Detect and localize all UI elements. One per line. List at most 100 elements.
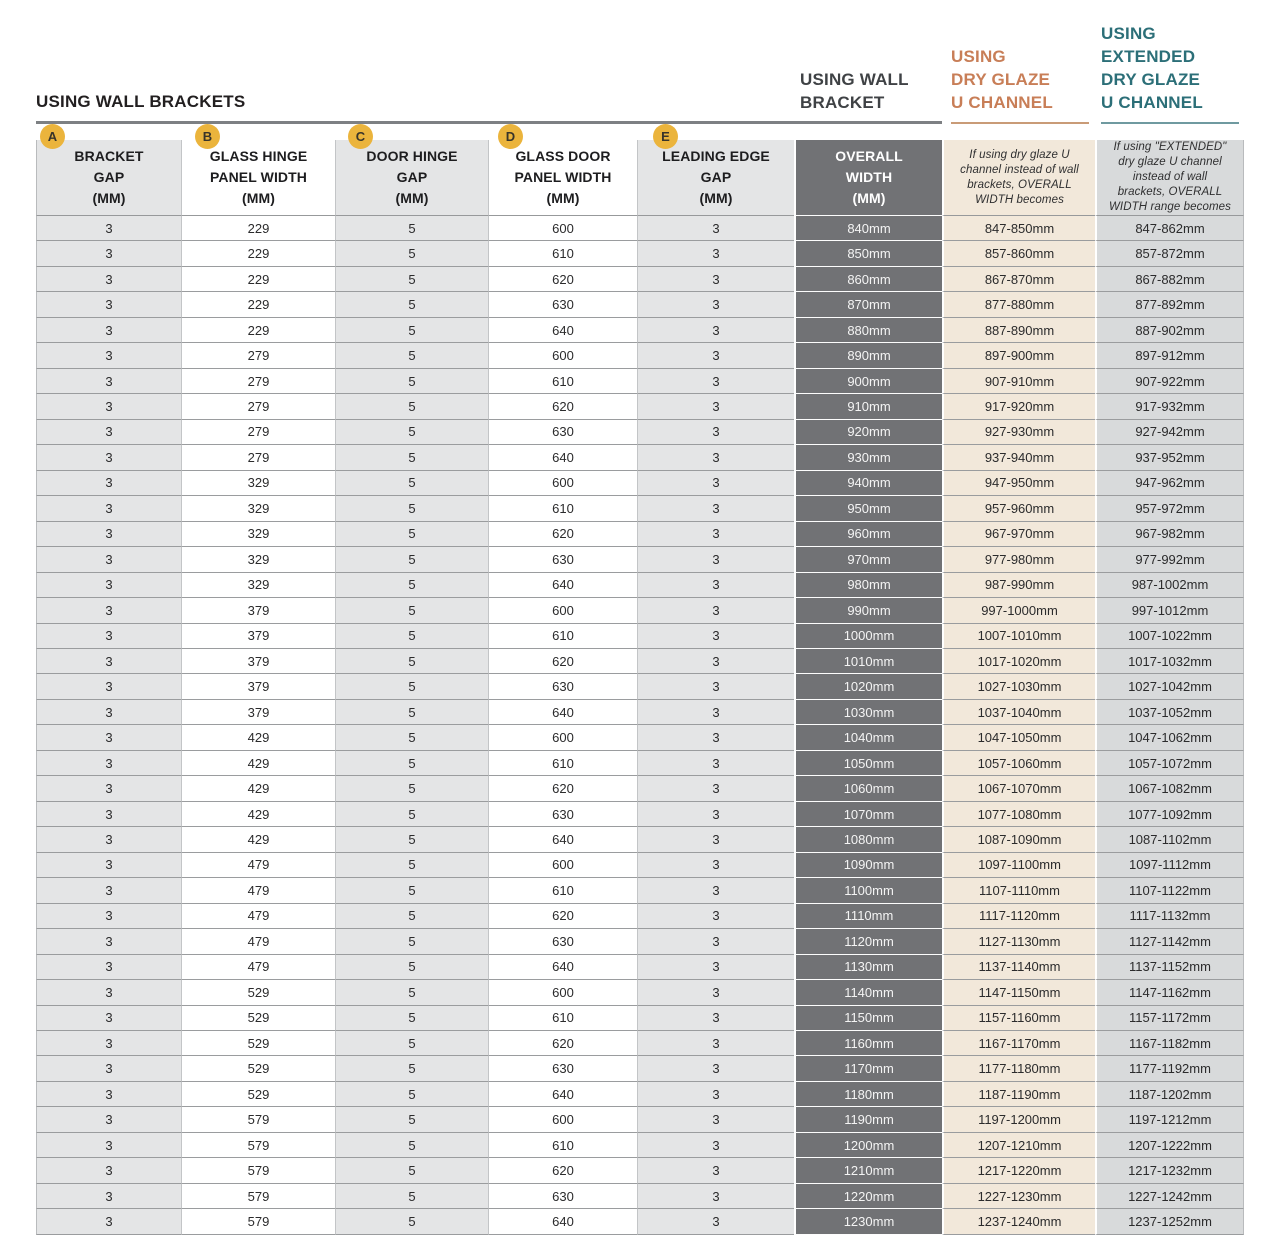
cell-glass-door-panel-width: 600	[488, 1107, 637, 1133]
cell-door-hinge-gap: 5	[335, 954, 488, 981]
cell-door-hinge-gap: 5	[335, 648, 488, 675]
table-row: 3 429 5 610 3 1050mm 1057-1060mm 1057-1072mm	[36, 750, 1244, 777]
cell-door-hinge-gap: 5	[335, 1107, 488, 1133]
cell-bracket-gap: 3	[36, 343, 181, 369]
table-row: 3 479 5 640 3 1130mm 1137-1140mm 1137-1152mm	[36, 954, 1244, 981]
cell-leading-edge-gap: 3	[637, 547, 794, 573]
cell-bracket-gap: 3	[36, 801, 181, 828]
cell-dry-glaze-width: 1017-1020mm	[942, 648, 1095, 675]
table-row: 3 329 5 630 3 970mm 977-980mm 977-992mm	[36, 547, 1244, 573]
cell-door-hinge-gap: 5	[335, 1209, 488, 1235]
cell-overall-width: 1070mm	[794, 801, 942, 828]
cell-glass-hinge-panel-width: 329	[181, 470, 335, 497]
table-row: 3 429 5 630 3 1070mm 1077-1080mm 1077-1092mm	[36, 801, 1244, 828]
cell-overall-width: 1030mm	[794, 699, 942, 726]
cell-glass-hinge-panel-width: 529	[181, 1081, 335, 1108]
table-row: 3 229 5 600 3 840mm 847-850mm 847-862mm	[36, 216, 1244, 242]
cell-glass-hinge-panel-width: 529	[181, 1031, 335, 1057]
cell-leading-edge-gap: 3	[637, 470, 794, 497]
table-row: 3 329 5 640 3 980mm 987-990mm 987-1002mm	[36, 572, 1244, 599]
cell-glass-door-panel-width: 640	[488, 1209, 637, 1235]
cell-door-hinge-gap: 5	[335, 776, 488, 802]
cell-glass-door-panel-width: 640	[488, 827, 637, 853]
cell-bracket-gap: 3	[36, 1081, 181, 1108]
cell-glass-door-panel-width: 620	[488, 1158, 637, 1184]
column-badge-b: B	[195, 124, 220, 149]
cell-door-hinge-gap: 5	[335, 292, 488, 318]
cell-bracket-gap: 3	[36, 1005, 181, 1031]
cell-extended-dry-glaze-width: 1087-1102mm	[1095, 827, 1244, 853]
cell-bracket-gap: 3	[36, 954, 181, 981]
cell-overall-width: 920mm	[794, 419, 942, 446]
cell-dry-glaze-width: 1217-1220mm	[942, 1158, 1095, 1184]
cell-extended-dry-glaze-width: 937-952mm	[1095, 445, 1244, 471]
cell-extended-dry-glaze-width: 1017-1032mm	[1095, 648, 1244, 675]
cell-overall-width: 890mm	[794, 343, 942, 369]
cell-door-hinge-gap: 5	[335, 801, 488, 828]
cell-dry-glaze-width: 857-860mm	[942, 241, 1095, 267]
cell-door-hinge-gap: 5	[335, 699, 488, 726]
cell-leading-edge-gap: 3	[637, 368, 794, 395]
cell-dry-glaze-width: 1067-1070mm	[942, 776, 1095, 802]
cell-extended-dry-glaze-width: 1057-1072mm	[1095, 750, 1244, 777]
cell-door-hinge-gap: 5	[335, 623, 488, 649]
cell-dry-glaze-width: 1127-1130mm	[942, 929, 1095, 955]
cell-glass-door-panel-width: 640	[488, 1081, 637, 1108]
cell-glass-hinge-panel-width: 229	[181, 216, 335, 242]
cell-glass-door-panel-width: 620	[488, 1031, 637, 1057]
cell-glass-door-panel-width: 640	[488, 954, 637, 981]
cell-bracket-gap: 3	[36, 1209, 181, 1235]
table-row: 3 479 5 610 3 1100mm 1107-1110mm 1107-1122mm	[36, 878, 1244, 904]
cell-leading-edge-gap: 3	[637, 598, 794, 624]
cell-overall-width: 1180mm	[794, 1081, 942, 1108]
cell-door-hinge-gap: 5	[335, 216, 488, 242]
cell-leading-edge-gap: 3	[637, 903, 794, 930]
cell-glass-door-panel-width: 640	[488, 699, 637, 726]
cell-dry-glaze-width: 937-940mm	[942, 445, 1095, 471]
cell-extended-dry-glaze-width: 927-942mm	[1095, 419, 1244, 446]
cell-glass-hinge-panel-width: 429	[181, 725, 335, 751]
cell-door-hinge-gap: 5	[335, 547, 488, 573]
table-row: 3 279 5 620 3 910mm 917-920mm 917-932mm	[36, 394, 1244, 420]
cell-bracket-gap: 3	[36, 241, 181, 267]
cell-leading-edge-gap: 3	[637, 394, 794, 420]
cell-extended-dry-glaze-width: 1167-1182mm	[1095, 1031, 1244, 1057]
cell-overall-width: 950mm	[794, 496, 942, 522]
table-row: 3 429 5 600 3 1040mm 1047-1050mm 1047-1062mm	[36, 725, 1244, 751]
cell-glass-hinge-panel-width: 429	[181, 827, 335, 853]
cell-glass-hinge-panel-width: 579	[181, 1183, 335, 1210]
cell-glass-door-panel-width: 610	[488, 1132, 637, 1159]
cell-extended-dry-glaze-width: 1217-1232mm	[1095, 1158, 1244, 1184]
cell-dry-glaze-width: 1047-1050mm	[942, 725, 1095, 751]
header-glass-hinge-panel-width: GLASS HINGE PANEL WIDTH (MM)	[181, 140, 335, 216]
cell-door-hinge-gap: 5	[335, 521, 488, 548]
cell-dry-glaze-width: 1087-1090mm	[942, 827, 1095, 853]
cell-leading-edge-gap: 3	[637, 266, 794, 293]
cell-glass-hinge-panel-width: 229	[181, 292, 335, 318]
cell-glass-hinge-panel-width: 429	[181, 750, 335, 777]
cell-glass-door-panel-width: 610	[488, 878, 637, 904]
cell-bracket-gap: 3	[36, 445, 181, 471]
cell-glass-hinge-panel-width: 379	[181, 623, 335, 649]
cell-dry-glaze-width: 997-1000mm	[942, 598, 1095, 624]
cell-dry-glaze-width: 967-970mm	[942, 521, 1095, 548]
cell-door-hinge-gap: 5	[335, 1005, 488, 1031]
cell-extended-dry-glaze-width: 1117-1132mm	[1095, 903, 1244, 930]
cell-glass-door-panel-width: 600	[488, 725, 637, 751]
cell-dry-glaze-width: 907-910mm	[942, 368, 1095, 395]
cell-dry-glaze-width: 897-900mm	[942, 343, 1095, 369]
cell-dry-glaze-width: 1237-1240mm	[942, 1209, 1095, 1235]
cell-glass-door-panel-width: 630	[488, 419, 637, 446]
cell-dry-glaze-width: 1107-1110mm	[942, 878, 1095, 904]
header-row: BRACKET GAP (MM) GLASS HINGE PANEL WIDTH…	[36, 140, 1244, 216]
cell-bracket-gap: 3	[36, 216, 181, 242]
cell-dry-glaze-width: 917-920mm	[942, 394, 1095, 420]
cell-leading-edge-gap: 3	[637, 1005, 794, 1031]
header-glass-door-panel-width: GLASS DOOR PANEL WIDTH (MM)	[488, 140, 637, 216]
cell-leading-edge-gap: 3	[637, 954, 794, 981]
cell-glass-hinge-panel-width: 329	[181, 521, 335, 548]
cell-dry-glaze-width: 847-850mm	[942, 216, 1095, 242]
cell-overall-width: 1170mm	[794, 1056, 942, 1082]
cell-leading-edge-gap: 3	[637, 292, 794, 318]
cell-glass-door-panel-width: 600	[488, 470, 637, 497]
